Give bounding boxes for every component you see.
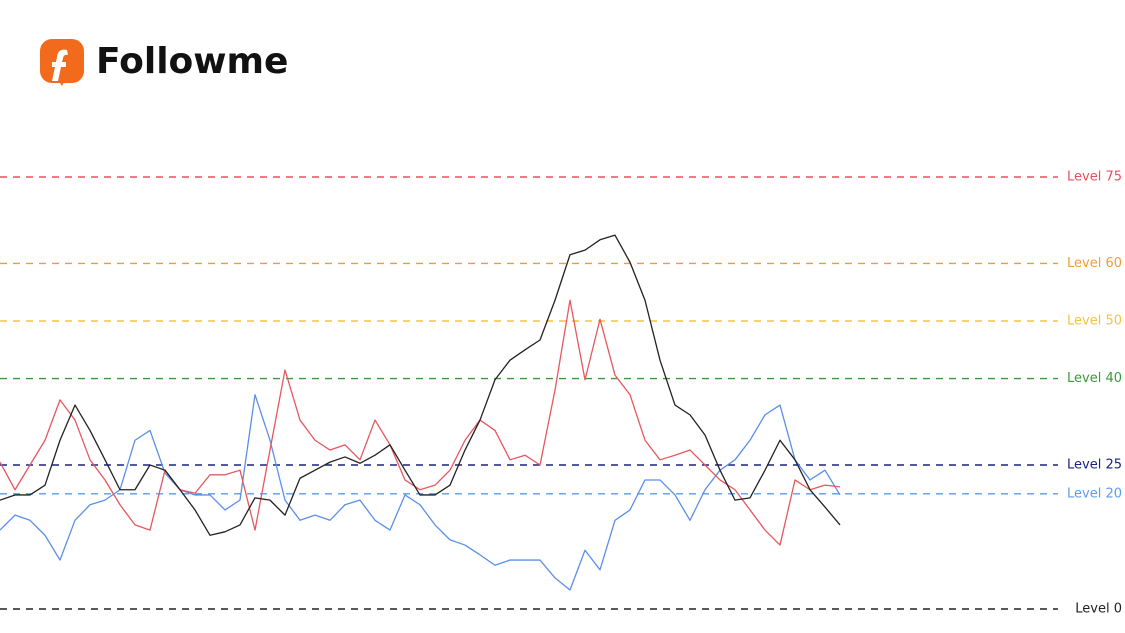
level-label: Level 75: [1067, 170, 1122, 185]
level-label: Level 0: [1075, 602, 1122, 617]
logo: Followme: [40, 39, 288, 86]
level-label: Level 25: [1067, 458, 1122, 473]
series-line: [0, 234, 841, 536]
series-line: [0, 299, 841, 546]
level-label: Level 20: [1067, 486, 1122, 501]
level-label: Level 50: [1067, 314, 1122, 329]
brand-name: Followme: [96, 41, 288, 82]
series-line: [0, 394, 841, 591]
level-label: Level 60: [1067, 256, 1122, 271]
logo-tail: [58, 78, 66, 86]
level-label: Level 40: [1067, 371, 1122, 386]
logo-f: [52, 49, 68, 81]
